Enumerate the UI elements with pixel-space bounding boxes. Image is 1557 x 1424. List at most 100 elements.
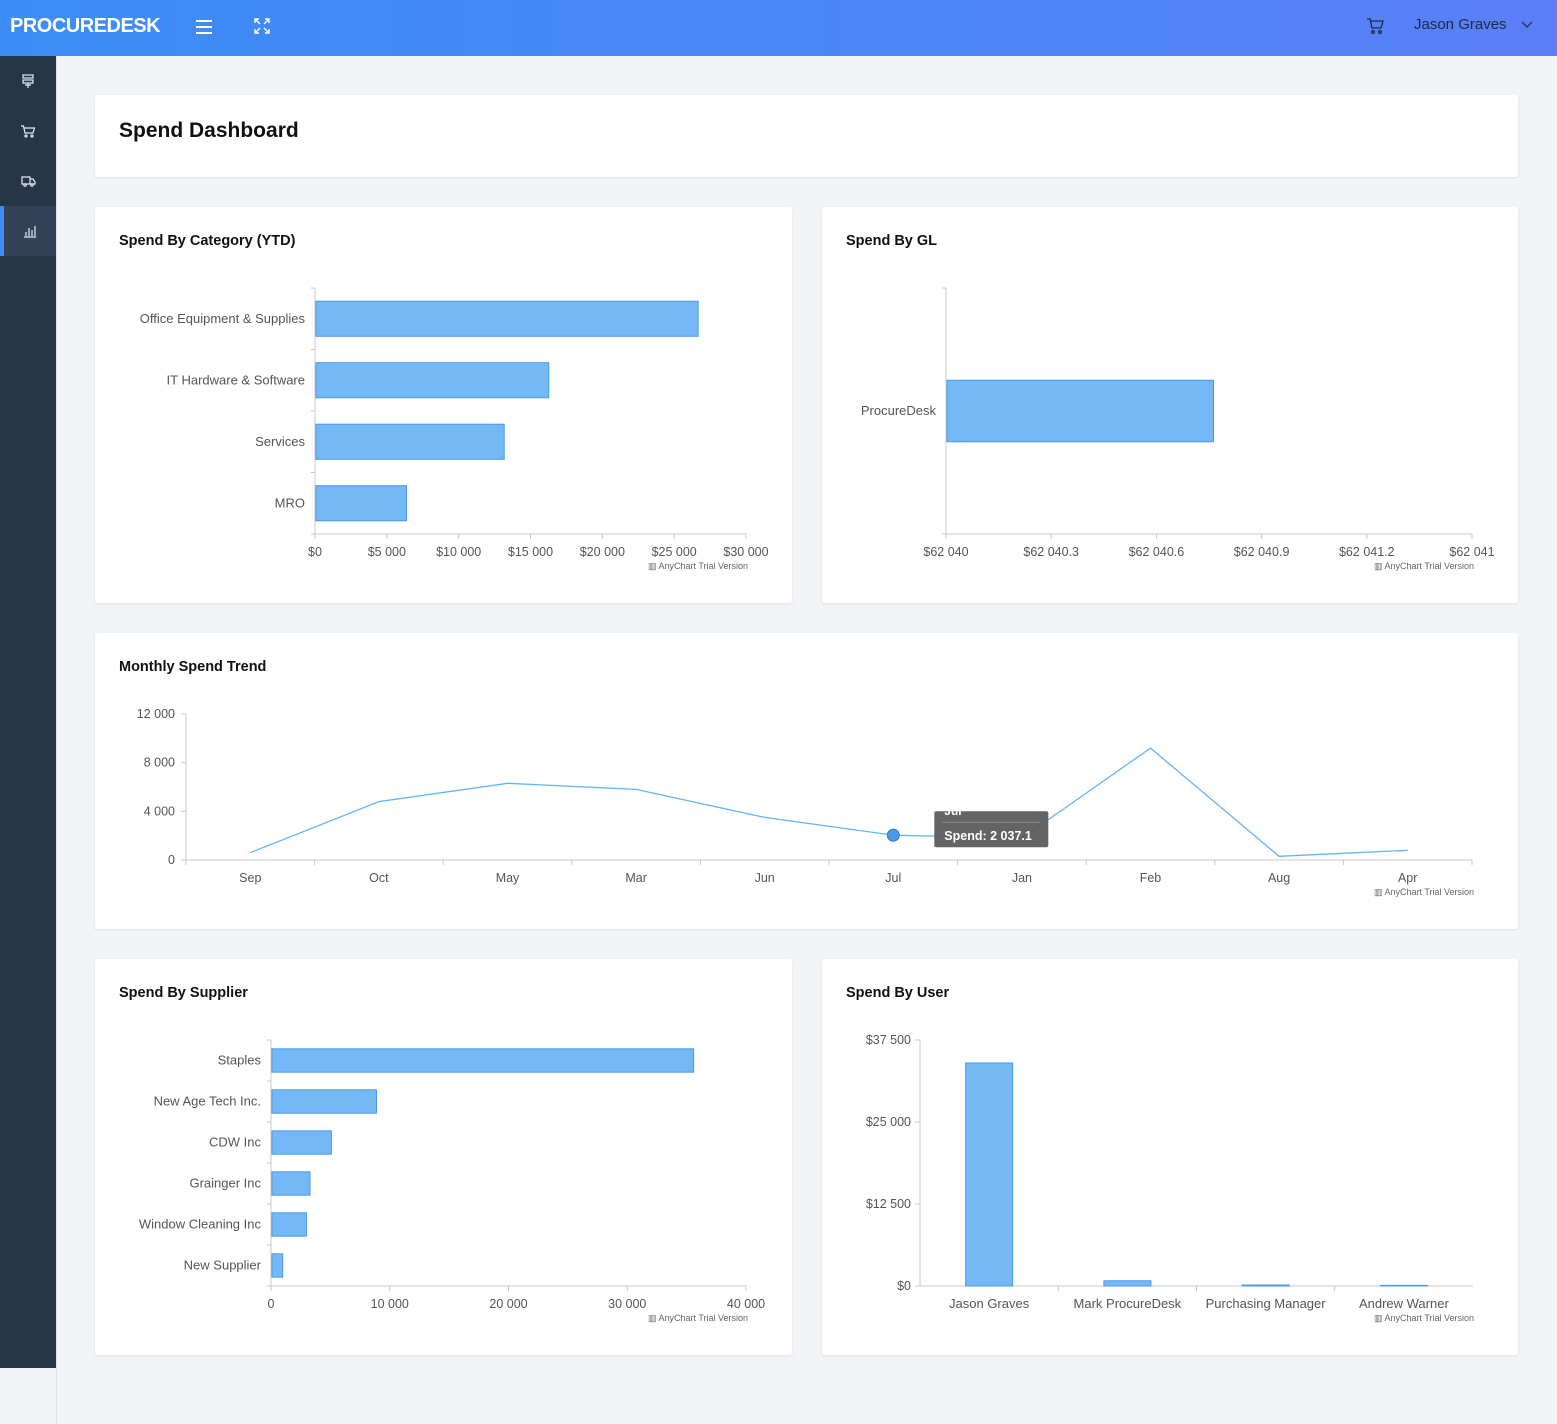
x-tick-label: Jul: [885, 871, 901, 885]
bar: [315, 362, 550, 399]
spend-by-gl-chart[interactable]: ProcureDesk $62 040 $62 040.3 $62 040.6 $62 …: [822, 207, 1518, 603]
spend-by-category-card: Spend By Category (YTD) Office Equipment…: [95, 207, 792, 603]
bar: [1241, 1284, 1290, 1287]
bar: [1103, 1280, 1152, 1287]
category-label: Mark ProcureDesk: [1074, 1296, 1182, 1311]
category-label: Jason Graves: [949, 1296, 1030, 1311]
spend-by-user-chart[interactable]: $0 $12 500 $25 000 $37 500 Jason Graves Mark …: [822, 959, 1518, 1355]
bar: [315, 485, 408, 522]
x-tick-label: Aug: [1268, 871, 1290, 885]
hamburger-icon[interactable]: [196, 20, 212, 34]
category-label: Staples: [218, 1053, 262, 1068]
x-tick-label: Feb: [1140, 871, 1162, 885]
spend-by-user-card: Spend By User $0 $12 500 $25 000 $37 500 Jas…: [822, 959, 1518, 1355]
anychart-watermark: ▥ AnyChart Trial Version: [1374, 887, 1475, 897]
x-tick-label: Oct: [369, 871, 389, 885]
card-title: Monthly Spend Trend: [119, 659, 267, 675]
sidebar-item-requests[interactable]: [0, 56, 56, 106]
category-label: Purchasing Manager: [1206, 1296, 1327, 1311]
y-tick-label: $12 500: [866, 1197, 911, 1211]
y-tick-label: $0: [897, 1279, 911, 1293]
bar: [315, 300, 699, 337]
x-tick-label: 40 000: [727, 1297, 765, 1311]
card-title: Spend By Category (YTD): [119, 233, 296, 249]
bar: [271, 1212, 307, 1237]
x-tick-label: $62 040: [923, 545, 968, 559]
bar: [271, 1253, 284, 1278]
category-label: Window Cleaning Inc: [139, 1217, 262, 1232]
bar: [271, 1171, 311, 1196]
bar: [946, 379, 1215, 443]
series-line: [250, 747, 1408, 857]
anychart-watermark: ▥ AnyChart Trial Version: [1374, 1313, 1475, 1323]
monthly-spend-trend-chart[interactable]: 0 4 000 8 000 12 000 Sep Oct May Mar Jun Jul Jan Fe…: [95, 633, 1518, 929]
x-tick-label: 10 000: [371, 1297, 409, 1311]
tooltip: [934, 811, 1049, 848]
sidebar-divider: [56, 56, 57, 1424]
card-title: Spend By Supplier: [119, 985, 248, 1001]
category-label: Office Equipment & Supplies: [140, 311, 306, 326]
chevron-down-icon[interactable]: [1521, 16, 1533, 37]
category-label: Andrew Warner: [1359, 1296, 1449, 1311]
x-tick-label: $30 000: [723, 545, 768, 559]
stack-icon: [22, 74, 34, 88]
monthly-spend-trend-card: Monthly Spend Trend 0 4 000 8 000 12 000 Sep…: [95, 633, 1518, 929]
bar: [965, 1062, 1014, 1287]
page-title: Spend Dashboard: [119, 119, 299, 142]
tooltip-text: Spend: 2 037.1: [944, 829, 1032, 843]
cart-icon: [21, 125, 36, 138]
spend-by-supplier-chart[interactable]: Staples New Age Tech Inc. CDW Inc Grainger …: [95, 959, 792, 1355]
x-tick-label: 20 000: [489, 1297, 527, 1311]
anychart-watermark: ▥ AnyChart Trial Version: [1374, 561, 1475, 571]
bar-chart-icon: [24, 226, 36, 238]
category-label: CDW Inc: [209, 1135, 262, 1150]
tooltip-title: Jul: [944, 804, 961, 818]
card-title: Spend By GL: [846, 233, 938, 249]
bar: [1379, 1284, 1428, 1287]
x-tick-label: Jan: [1012, 871, 1032, 885]
bar: [315, 423, 505, 460]
y-tick-label: $37 500: [866, 1033, 911, 1047]
category-label: Grainger Inc: [189, 1176, 261, 1191]
bar: [271, 1130, 332, 1155]
top-bar: PROCUREDESK Jason Graves: [0, 0, 1557, 56]
x-tick-label: 30 000: [608, 1297, 646, 1311]
x-tick-label: $62 040.9: [1234, 545, 1290, 559]
x-tick-label: $15 000: [508, 545, 553, 559]
anychart-watermark: ▥ AnyChart Trial Version: [648, 561, 749, 571]
bar: [271, 1048, 695, 1073]
category-label: New Age Tech Inc.: [154, 1094, 261, 1109]
x-tick-label: May: [496, 871, 520, 885]
sidebar: [0, 56, 56, 1368]
spend-by-supplier-card: Spend By Supplier Staples New Age Tech In…: [95, 959, 792, 1355]
sidebar-item-orders[interactable]: [0, 106, 56, 156]
x-tick-label: Sep: [239, 871, 261, 885]
data-point-marker: [886, 828, 900, 842]
anychart-watermark: ▥ AnyChart Trial Version: [648, 1313, 749, 1323]
y-tick-label: 12 000: [137, 707, 175, 721]
x-tick-label: Apr: [1398, 871, 1417, 885]
y-tick-label: 4 000: [144, 804, 175, 818]
app-logo[interactable]: PROCUREDESK: [10, 15, 161, 37]
x-tick-label: $62 040.6: [1129, 545, 1185, 559]
x-tick-label: $10 000: [436, 545, 481, 559]
category-label: MRO: [275, 495, 305, 510]
x-tick-label: $20 000: [580, 545, 625, 559]
category-label: Services: [255, 434, 305, 449]
x-tick-label: Jun: [755, 871, 775, 885]
expand-icon[interactable]: [254, 18, 270, 39]
x-tick-label: $62 040.3: [1023, 545, 1079, 559]
sidebar-item-receiving[interactable]: [0, 156, 56, 206]
x-tick-label: $62 041.2: [1339, 545, 1395, 559]
spend-by-gl-card: Spend By GL ProcureDesk $62 040 $62 040.3 $…: [822, 207, 1518, 603]
category-label: New Supplier: [184, 1258, 262, 1273]
cart-icon[interactable]: [1366, 17, 1384, 40]
x-tick-label: $5 000: [368, 545, 406, 559]
truck-icon: [21, 176, 36, 187]
y-tick-label: 0: [168, 853, 175, 867]
category-label: ProcureDesk: [861, 403, 937, 418]
sidebar-item-reports[interactable]: [0, 206, 56, 256]
x-tick-label: $25 000: [652, 545, 697, 559]
spend-by-category-chart[interactable]: Office Equipment & Supplies IT Hardware &…: [95, 207, 792, 603]
user-name[interactable]: Jason Graves: [1414, 16, 1507, 33]
